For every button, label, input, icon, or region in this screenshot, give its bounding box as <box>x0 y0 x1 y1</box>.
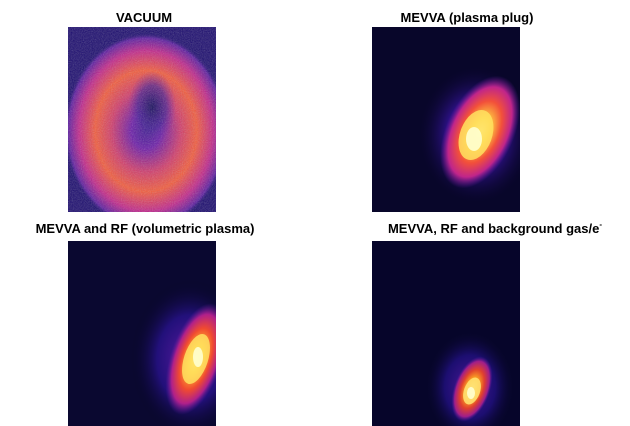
image-vacuum <box>68 27 216 212</box>
panel-title-vacuum: VACUUM <box>115 10 173 25</box>
image-mevva-rf-background-gas <box>372 241 520 426</box>
panel-title-mevva-rf-background-gas: MEVVA, RF and background gas/e- <box>387 220 603 237</box>
image-mevva-plasma-plug <box>372 27 520 212</box>
panel-title-mevva-and-rf: MEVVA and RF (volumetric plasma) <box>35 221 255 236</box>
panel-title-mevva-plasma-plug: MEVVA (plasma plug) <box>400 10 534 25</box>
image-mevva-and-rf <box>68 241 216 426</box>
